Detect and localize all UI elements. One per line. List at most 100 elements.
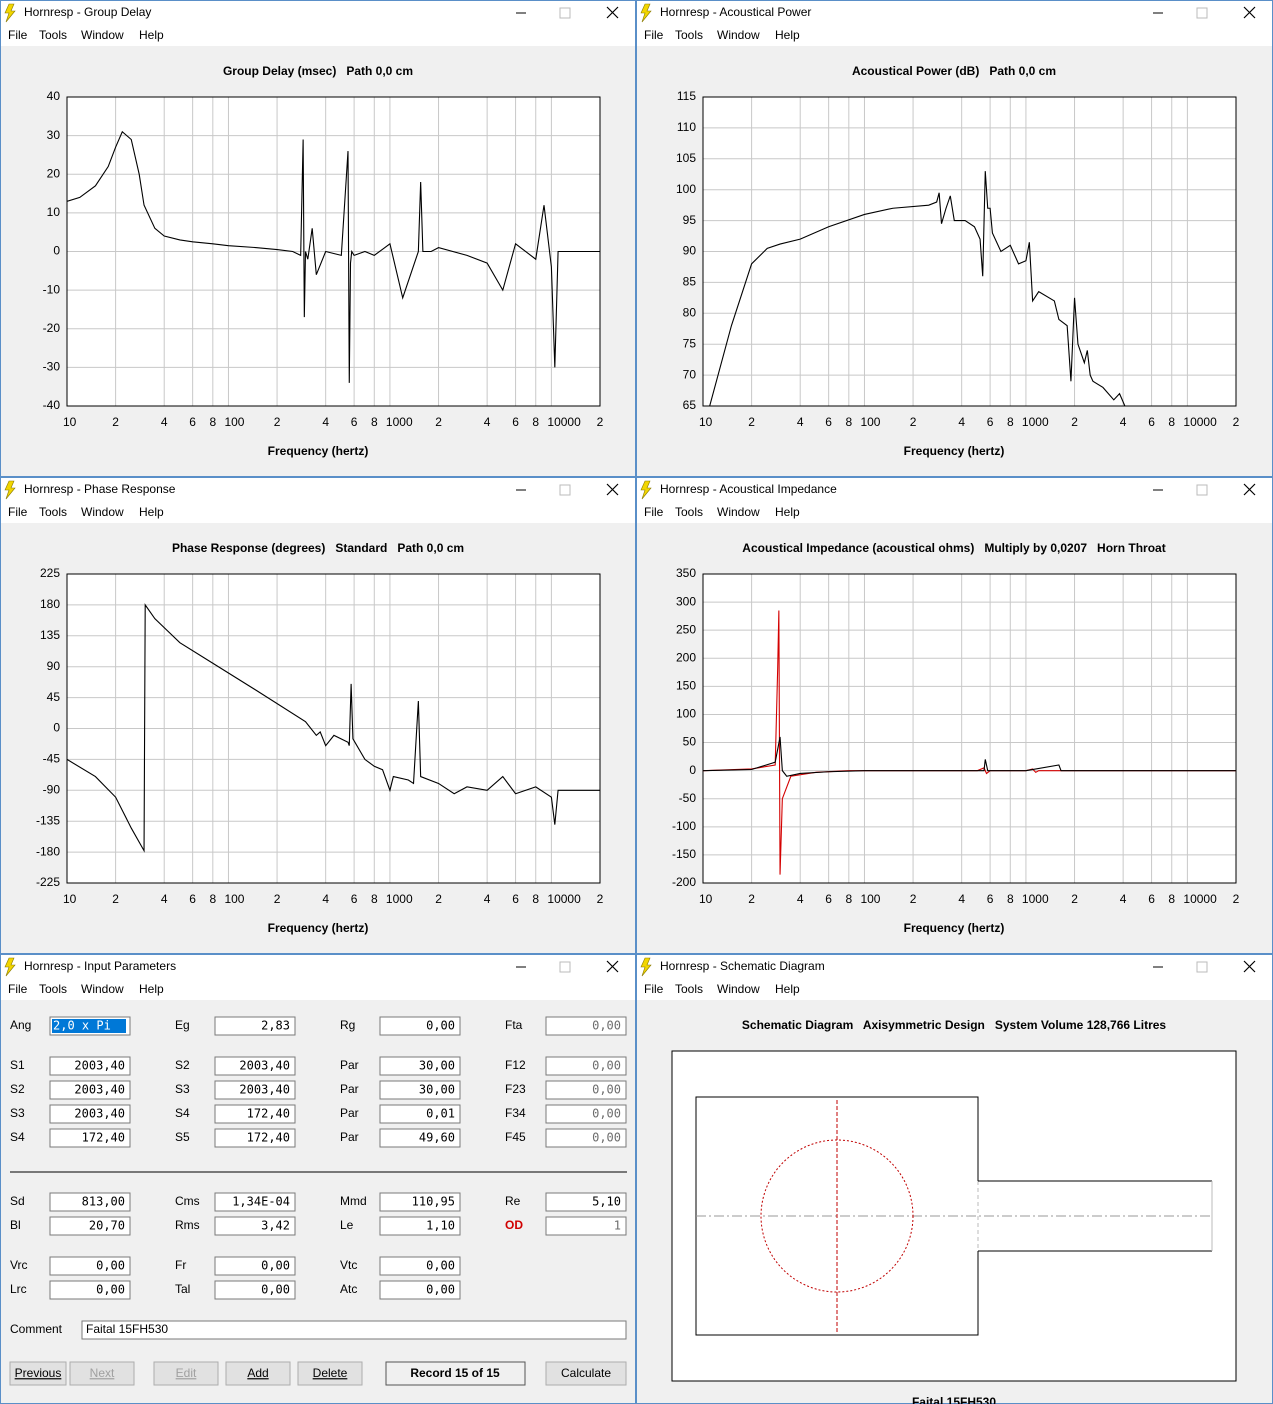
input-field[interactable] [49, 1280, 131, 1300]
close-button[interactable] [1243, 6, 1256, 19]
x-tick-label: 1000 [386, 892, 413, 906]
x-tick-label: 6 [351, 415, 358, 429]
close-button[interactable] [606, 960, 619, 973]
input-field[interactable] [214, 1104, 296, 1124]
x-tick-label: 10 [699, 415, 713, 429]
maximize-button[interactable] [1196, 7, 1208, 19]
field-value: 2,0 x Pi [53, 1019, 111, 1033]
input-field[interactable] [379, 1216, 461, 1236]
input-field[interactable] [214, 1280, 296, 1300]
plot-border [702, 96, 1237, 407]
maximize-button[interactable] [559, 484, 571, 496]
y-tick-label: 45 [47, 690, 61, 704]
field-label: Re [505, 1194, 521, 1208]
input-field[interactable] [379, 1256, 461, 1276]
close-button[interactable] [606, 6, 619, 19]
input-field[interactable] [49, 1056, 131, 1076]
menu-item[interactable]: File [8, 505, 28, 519]
input-field[interactable] [545, 1192, 627, 1212]
menu-item[interactable]: Tools [39, 28, 67, 42]
menu-item[interactable]: Help [139, 982, 164, 996]
input-field[interactable] [214, 1256, 296, 1276]
maximize-button[interactable] [1196, 961, 1208, 973]
y-tick-label: 110 [677, 120, 696, 134]
button[interactable] [153, 1361, 219, 1386]
field-value: 3,42 [261, 1219, 290, 1233]
button[interactable] [69, 1361, 135, 1386]
menu-item[interactable]: Tools [39, 505, 67, 519]
schematic-title: Schematic Diagram Axisymmetric Design Sy… [742, 1018, 1167, 1032]
input-field[interactable] [49, 1104, 131, 1124]
menu-item[interactable]: Tools [39, 982, 67, 996]
maximize-button[interactable] [559, 961, 571, 973]
input-field[interactable] [214, 1056, 296, 1076]
input-field[interactable] [545, 1216, 627, 1236]
window-title: Hornresp - Phase Response [24, 482, 176, 496]
maximize-button[interactable] [1196, 484, 1208, 496]
menu-item[interactable]: Tools [675, 982, 703, 996]
input-field[interactable] [545, 1104, 627, 1124]
menu-item[interactable]: Help [139, 28, 164, 42]
menu-item[interactable]: Window [81, 28, 124, 42]
menu-item[interactable]: Tools [675, 505, 703, 519]
menu-item[interactable]: Help [775, 28, 800, 42]
menu-item[interactable]: File [8, 982, 28, 996]
field-label: Fr [175, 1258, 186, 1272]
menu-item[interactable]: Window [81, 982, 124, 996]
input-field[interactable] [545, 1016, 627, 1036]
menu-item[interactable]: Help [775, 982, 800, 996]
input-field[interactable] [379, 1128, 461, 1148]
input-field[interactable] [379, 1016, 461, 1036]
input-field[interactable] [214, 1216, 296, 1236]
input-field[interactable] [379, 1104, 461, 1124]
comment-field[interactable] [81, 1320, 627, 1340]
input-field[interactable] [545, 1080, 627, 1100]
input-field[interactable] [379, 1192, 461, 1212]
input-field[interactable] [214, 1192, 296, 1212]
menu-item[interactable]: Window [717, 982, 760, 996]
button[interactable] [225, 1361, 291, 1386]
input-field[interactable] [545, 1128, 627, 1148]
menu-item[interactable]: File [8, 28, 28, 42]
menu-item[interactable]: Window [717, 28, 760, 42]
input-field[interactable] [49, 1216, 131, 1236]
input-field[interactable] [49, 1256, 131, 1276]
window-title: Hornresp - Group Delay [24, 5, 151, 19]
close-button[interactable] [1243, 483, 1256, 496]
button[interactable] [545, 1361, 627, 1386]
button[interactable] [9, 1361, 67, 1386]
app-icon [4, 480, 16, 500]
x-tick-label: 8 [532, 892, 539, 906]
y-tick-label: -135 [36, 813, 60, 827]
field-value: 172,40 [82, 1131, 125, 1145]
button[interactable] [297, 1361, 363, 1386]
field-value: 0,01 [426, 1107, 455, 1121]
input-field[interactable] [49, 1080, 131, 1100]
input-field[interactable] [214, 1016, 296, 1036]
input-field[interactable] [379, 1080, 461, 1100]
field-value: 0,00 [426, 1019, 455, 1033]
menu-item[interactable]: File [644, 982, 664, 996]
y-tick-label: -45 [43, 752, 61, 766]
x-tick-label: 10000 [547, 415, 581, 429]
close-button[interactable] [606, 483, 619, 496]
field-value: 1,10 [426, 1219, 455, 1233]
input-field[interactable] [545, 1056, 627, 1076]
menu-item[interactable]: File [644, 505, 664, 519]
menu-item[interactable]: Help [775, 505, 800, 519]
input-field[interactable] [214, 1080, 296, 1100]
input-field[interactable] [49, 1128, 131, 1148]
field-value: 30,00 [419, 1083, 455, 1097]
menu-item[interactable]: Help [139, 505, 164, 519]
input-field[interactable] [379, 1056, 461, 1076]
input-field[interactable] [49, 1192, 131, 1212]
maximize-button[interactable] [559, 7, 571, 19]
field-label: Tal [175, 1282, 190, 1296]
input-field[interactable] [214, 1128, 296, 1148]
menu-item[interactable]: File [644, 28, 664, 42]
menu-item[interactable]: Window [81, 505, 124, 519]
input-field[interactable] [379, 1280, 461, 1300]
close-button[interactable] [1243, 960, 1256, 973]
menu-item[interactable]: Tools [675, 28, 703, 42]
menu-item[interactable]: Window [717, 505, 760, 519]
